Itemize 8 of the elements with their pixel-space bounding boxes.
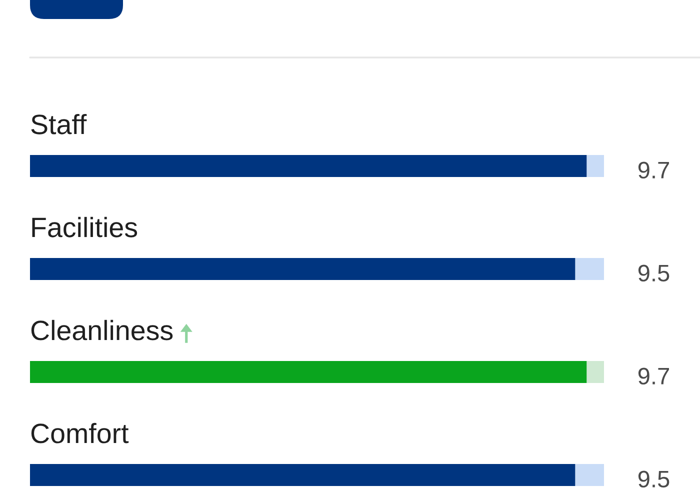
data-label: 9.7 — [638, 368, 669, 384]
data-label: 9.7 — [638, 162, 669, 179]
y-tick-label: Staff — [31, 114, 87, 134]
y-tick-label: Facilities — [32, 216, 138, 238]
y-tick-label: Cleanliness — [31, 320, 173, 340]
data-label: 9.5 — [638, 470, 670, 488]
data-label: 9.5 — [638, 264, 670, 282]
y-tick-label: Comfort — [31, 422, 129, 444]
